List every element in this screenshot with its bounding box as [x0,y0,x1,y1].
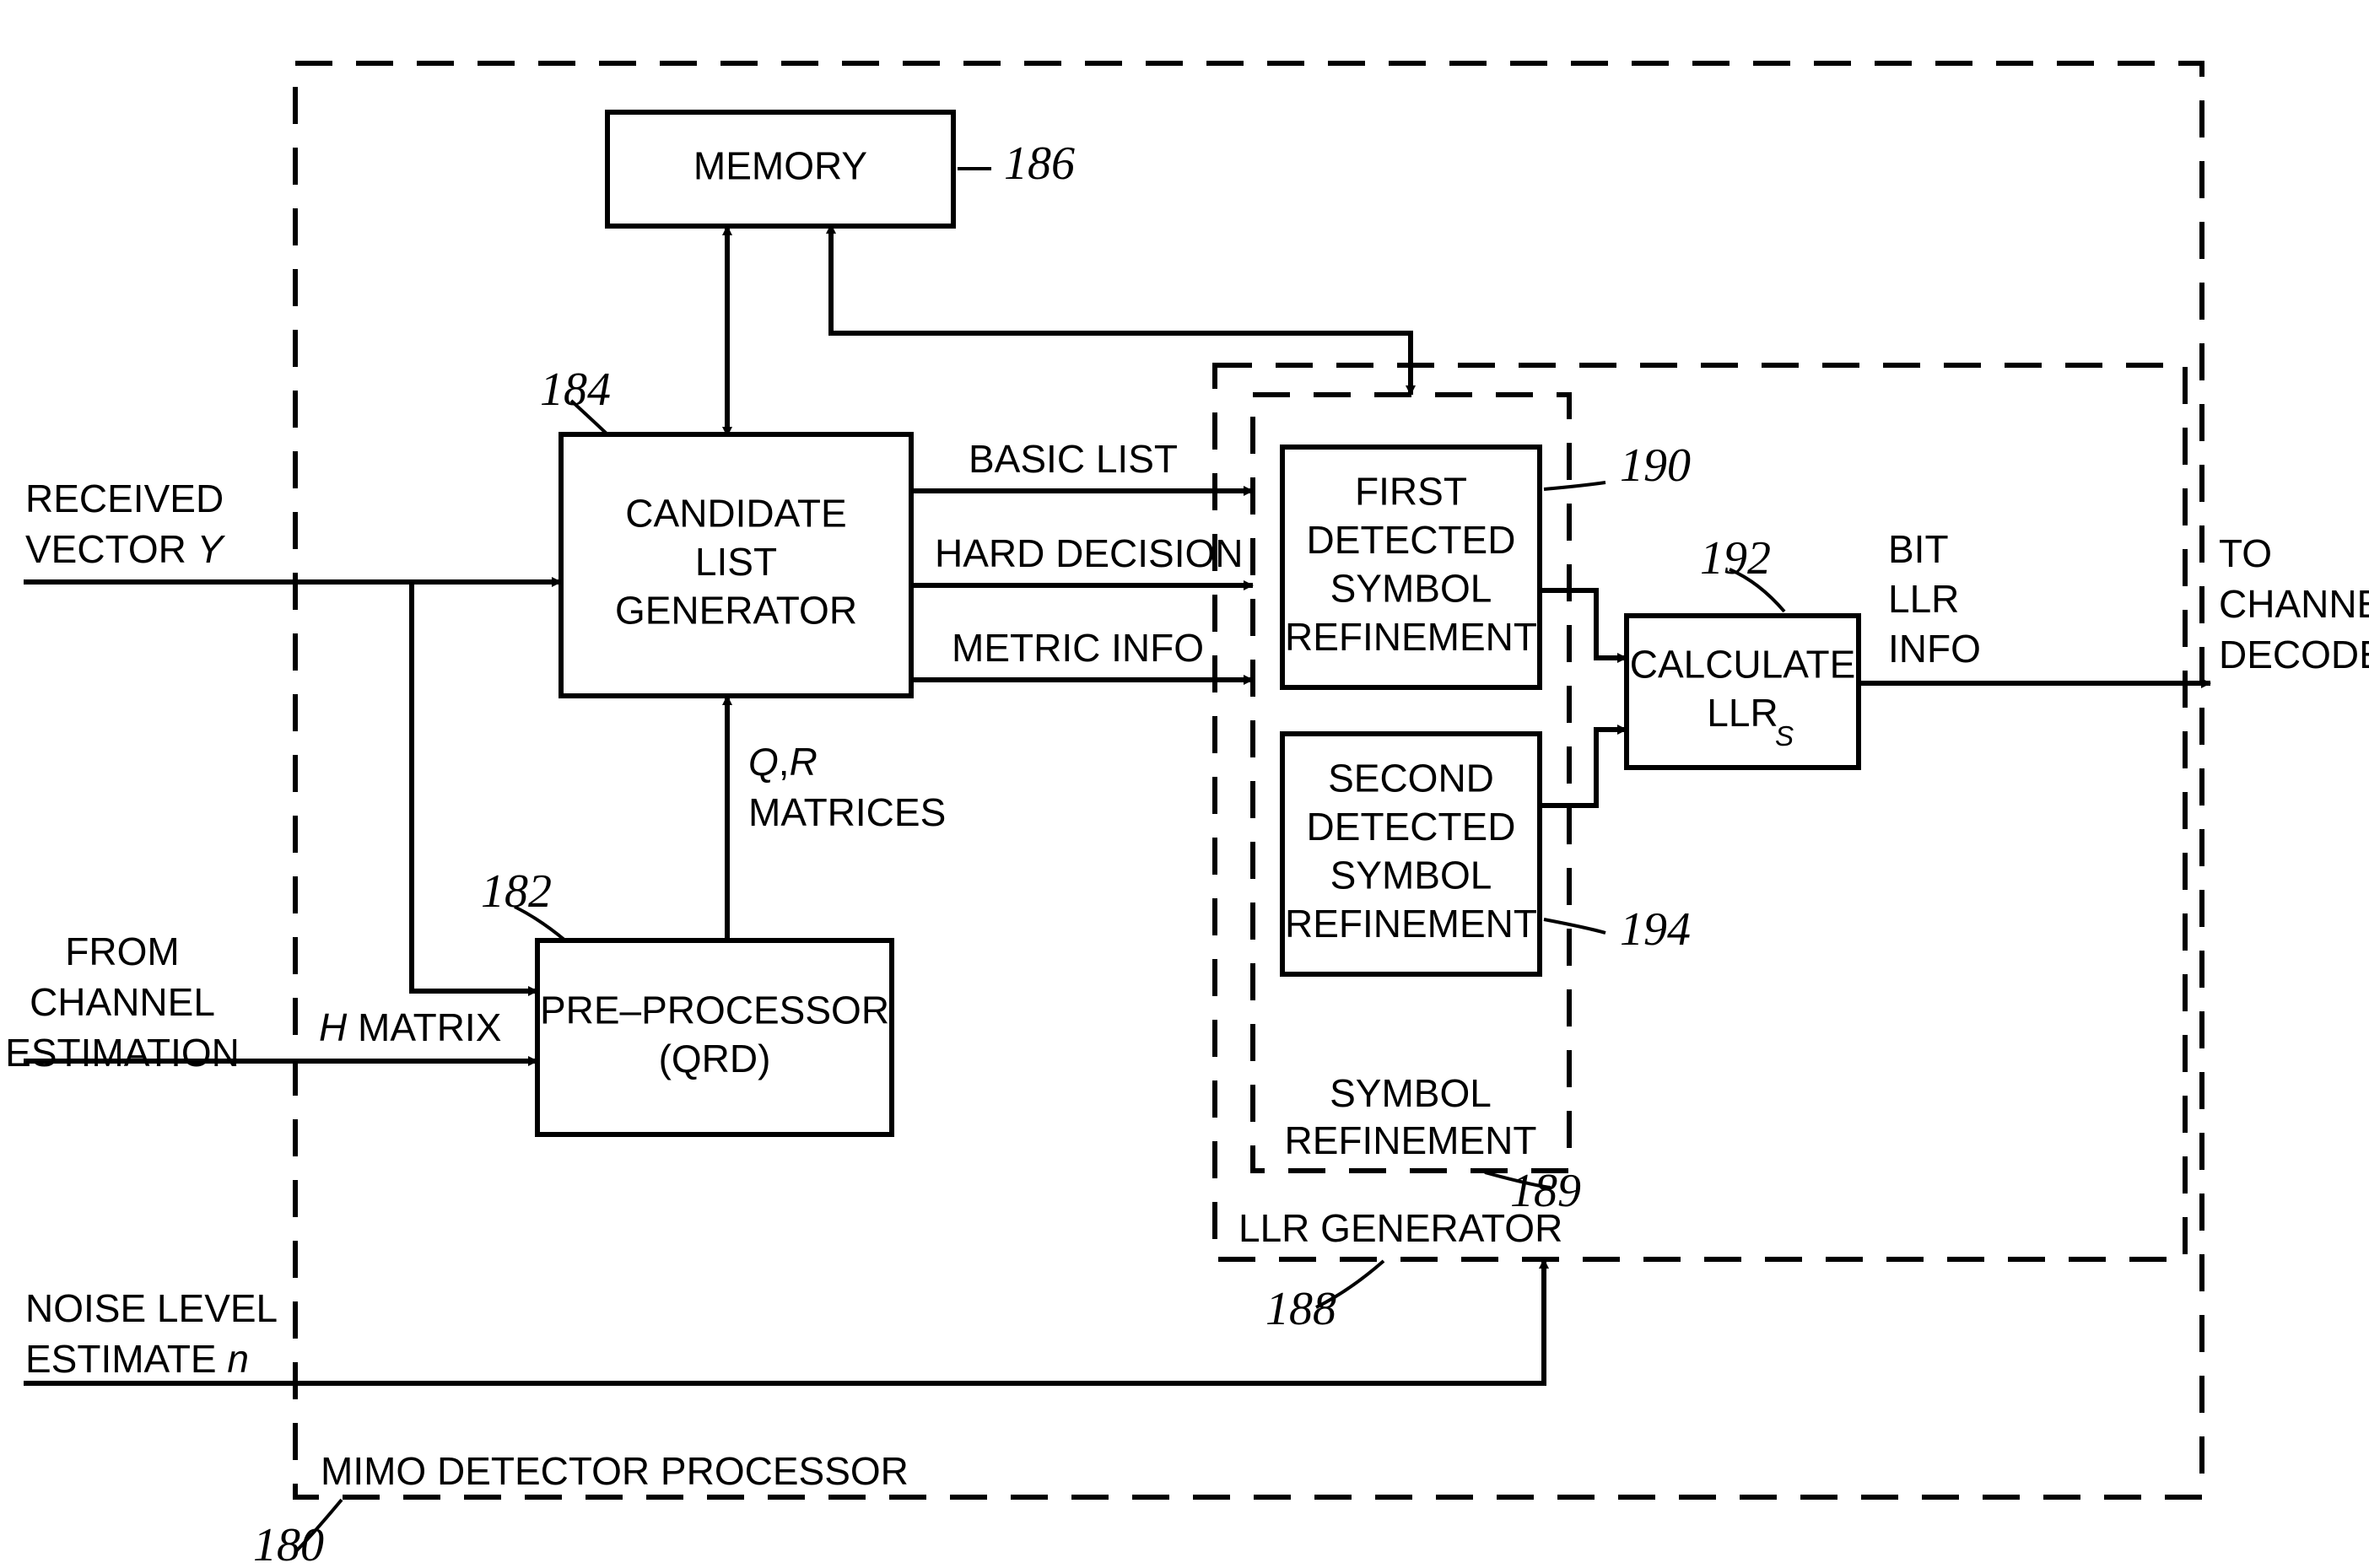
from-channel-est-label: FROM [65,929,179,973]
id-186: 186 [1004,137,1075,190]
first-detected-symbol-refinement-block-label: FIRST [1355,469,1467,513]
first-detected-symbol-refinement-block-label: REFINEMENT [1285,615,1537,659]
qr-matrices-label: MATRICES [748,790,946,834]
candidate-list-generator-block-label: LIST [695,540,777,584]
id-194: 194 [1620,903,1691,956]
pre-processor-block-label: PRE–PROCESSOR [540,988,889,1032]
first-detected-symbol-refinement-block-label: SYMBOL [1330,566,1492,610]
id-190: 190 [1620,439,1691,492]
to-channel-decoder-label: DECODER [2219,633,2369,676]
second-detected-symbol-refinement-block-label: REFINEMENT [1285,902,1537,946]
noise-level-label: ESTIMATE n [25,1337,249,1381]
mimo-processor-label: MIMO DETECTOR PROCESSOR [321,1449,909,1493]
from-channel-est-label: ESTIMATION [5,1031,240,1075]
candidate-list-generator-block-label: CANDIDATE [625,492,846,536]
received-vector-label: VECTOR Y [25,527,226,571]
to-channel-decoder-label: CHANNEL [2219,582,2369,626]
pre-processor-block-label: (QRD) [659,1037,771,1080]
second-detected-symbol-refinement-block-label: DETECTED [1307,805,1516,849]
svg-text:S: S [1775,721,1794,752]
id-192: 192 [1700,532,1771,585]
memory-block: MEMORY [607,112,953,226]
received-vector-label: RECEIVED [25,477,224,520]
calculate-llrs-block-label: LLR [1707,691,1778,735]
h-matrix-edge-label: H MATRIX [319,1005,501,1049]
second-detected-symbol-refinement-block: SECOND DETECTEDSYMBOL REFINEMENT [1282,734,1540,974]
second-detected-symbol-refinement-block-label: SECOND [1328,756,1494,800]
id-180: 180 [253,1519,324,1568]
hard-decision-label: HARD DECISION [935,531,1243,575]
qr-matrices-label: Q,R [748,740,818,784]
bit-llr-info-label: INFO [1888,627,1981,671]
first-detected-symbol-refinement-block-label: DETECTED [1307,518,1516,562]
candidate-list-generator-block: CANDIDATELIST GENERATOR [561,434,911,696]
basic-list-label: BASIC LIST [969,437,1178,481]
memory-block-label: MEMORY [693,144,867,188]
first-detected-symbol-refinement-block: FIRST DETECTEDSYMBOL REFINEMENT [1282,447,1540,687]
noise-level-label: NOISE LEVEL [25,1286,278,1330]
id-189: 189 [1510,1165,1581,1217]
symbol-refinement-label: SYMBOL [1330,1071,1492,1115]
pre-processor-block: PRE–PROCESSOR (QRD) [537,940,892,1134]
calculate-llrs-block-label: CALCULATE [1630,642,1856,686]
symbol-refinement-label: REFINEMENT [1285,1118,1537,1162]
block-diagram-svg: MEMORY CANDIDATELIST GENERATOR PRE–PROCESSO… [0,0,2369,1568]
metric-info-label: METRIC INFO [952,626,1204,670]
bit-llr-info-label: LLR [1888,577,1959,621]
to-channel-decoder-label: TO [2219,531,2272,575]
second-detected-symbol-refinement-block-label: SYMBOL [1330,853,1492,897]
signal-y_to_pre [412,582,537,991]
signal-mem_to_refine [831,226,1411,395]
bit-llr-info-label: BIT [1888,527,1949,571]
signal-second_to_calc [1540,730,1627,806]
candidate-list-generator-block-label: GENERATOR [615,589,857,633]
id-182: 182 [481,865,552,918]
signal-first_to_calc [1540,590,1627,658]
from-channel-est-label: CHANNEL [30,980,215,1024]
calculate-llrs-block: CALCULATE LLRS [1627,616,1859,768]
id-184: 184 [540,364,611,416]
id-188: 188 [1265,1283,1336,1335]
